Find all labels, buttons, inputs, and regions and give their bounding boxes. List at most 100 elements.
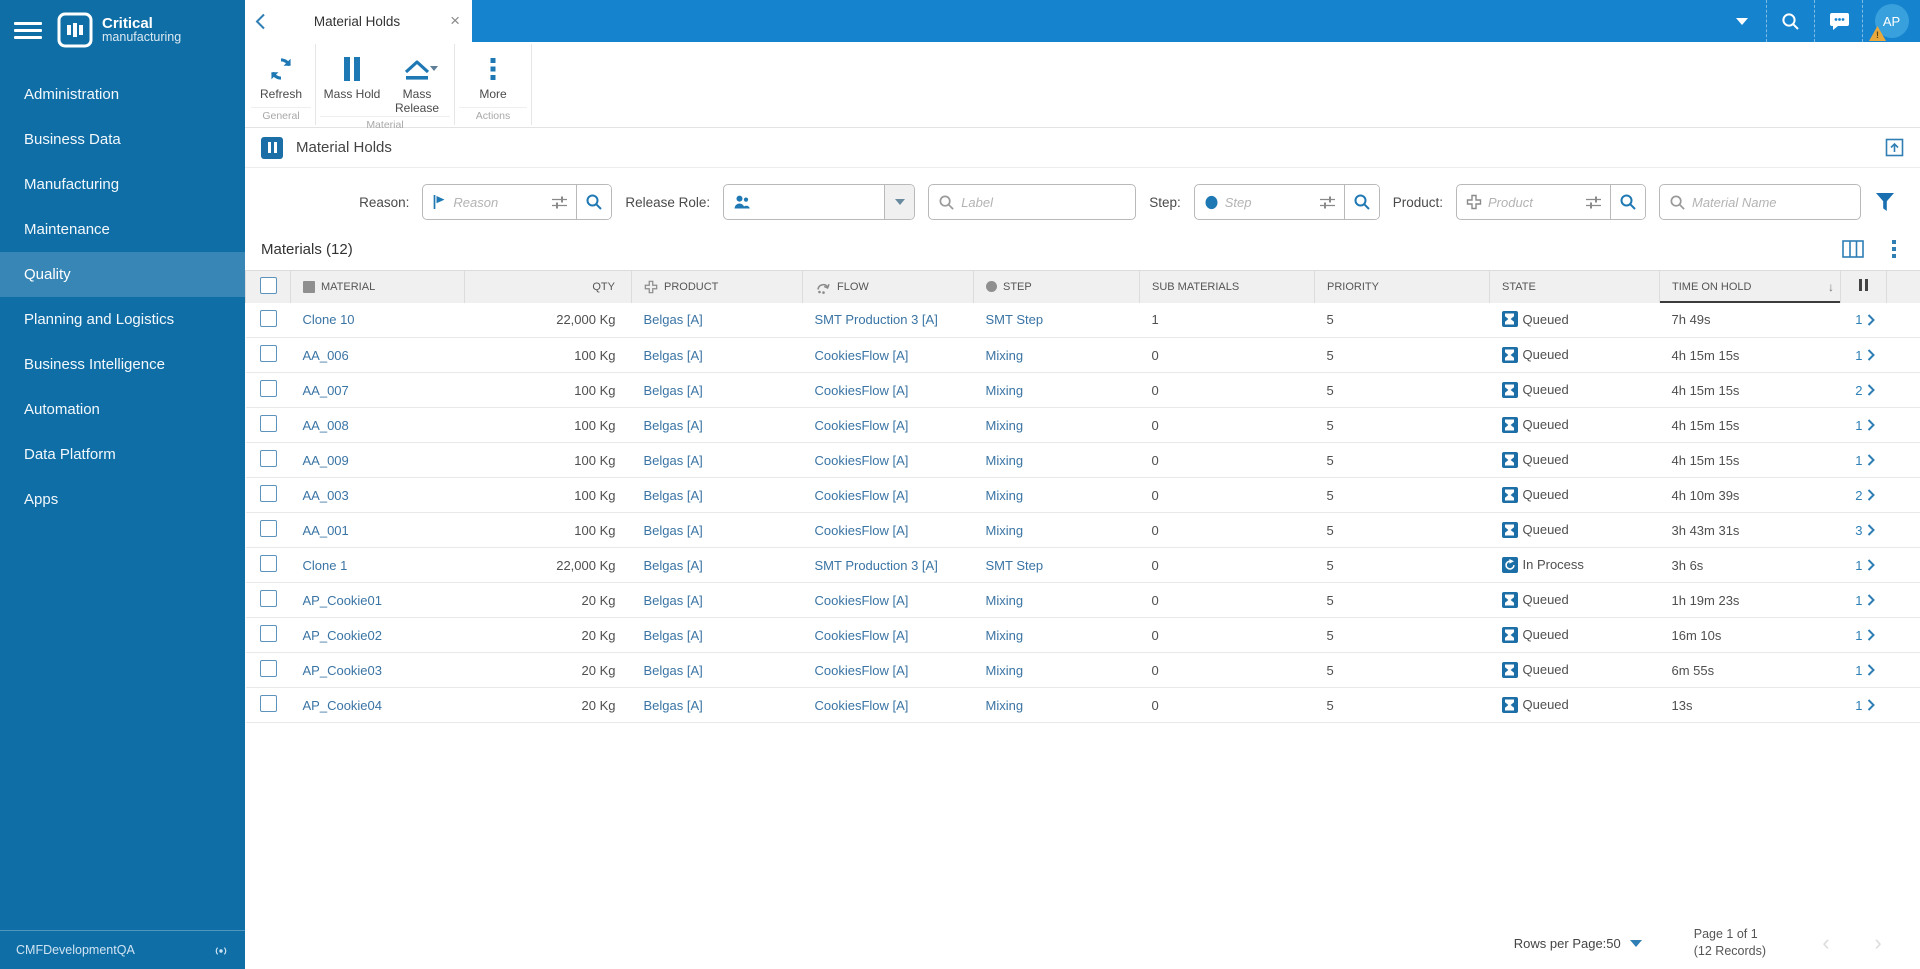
flow-link[interactable]: CookiesFlow [A] bbox=[814, 697, 909, 713]
sidebar-item-business-intelligence[interactable]: Business Intelligence bbox=[24, 356, 165, 373]
step-search-button[interactable] bbox=[1343, 185, 1379, 219]
row-checkbox[interactable] bbox=[259, 450, 277, 467]
release-role-dropdown-button[interactable] bbox=[884, 185, 915, 219]
holds-count-link[interactable]: 1 bbox=[1855, 593, 1875, 608]
sidebar-item-manufacturing[interactable]: Manufacturing bbox=[24, 176, 120, 193]
refresh-button[interactable]: Refresh bbox=[251, 51, 311, 102]
row-checkbox[interactable] bbox=[259, 485, 277, 502]
more-button[interactable]: More bbox=[459, 51, 527, 102]
row-checkbox[interactable] bbox=[259, 309, 277, 327]
material-link[interactable]: AA_008 bbox=[302, 417, 349, 433]
sidebar-item-apps[interactable]: Apps bbox=[24, 491, 59, 508]
row-checkbox[interactable] bbox=[259, 625, 277, 642]
product-link[interactable]: Belgas [A] bbox=[643, 522, 703, 538]
column-header-flow[interactable]: FLOW bbox=[802, 270, 974, 303]
column-header-time-on-hold[interactable]: TIME ON HOLD ↓ bbox=[1659, 270, 1841, 303]
release-role-input[interactable] bbox=[757, 185, 885, 219]
flow-link[interactable]: CookiesFlow [A] bbox=[814, 417, 909, 433]
column-header-holds[interactable] bbox=[1840, 270, 1887, 303]
table-row[interactable]: AP_Cookie02 20 Kg Belgas [A] CookiesFlow… bbox=[245, 617, 1920, 653]
holds-count-link[interactable]: 1 bbox=[1855, 698, 1875, 713]
step-link[interactable]: SMT Step bbox=[985, 557, 1044, 573]
advanced-filter-icon[interactable] bbox=[1577, 185, 1610, 219]
material-link[interactable]: AA_001 bbox=[302, 522, 349, 538]
step-link[interactable]: Mixing bbox=[985, 697, 1024, 713]
holds-count-link[interactable]: 1 bbox=[1855, 663, 1875, 678]
advanced-filter-icon[interactable] bbox=[543, 185, 576, 219]
mass-hold-button[interactable]: Mass Hold bbox=[320, 51, 384, 102]
global-search-button[interactable] bbox=[1766, 0, 1814, 42]
table-row[interactable]: Clone 10 22,000 Kg Belgas [A] SMT Produc… bbox=[245, 302, 1920, 338]
step-link[interactable]: Mixing bbox=[985, 627, 1024, 643]
filter-funnel-icon[interactable] bbox=[1874, 192, 1896, 212]
holds-count-link[interactable]: 1 bbox=[1855, 312, 1875, 327]
column-settings-icon[interactable] bbox=[1842, 240, 1864, 258]
flow-link[interactable]: CookiesFlow [A] bbox=[814, 592, 909, 608]
row-checkbox[interactable] bbox=[259, 380, 277, 397]
material-link[interactable]: Clone 1 bbox=[302, 557, 348, 573]
previous-page-button[interactable]: ‹ bbox=[1822, 930, 1830, 955]
holds-count-link[interactable]: 2 bbox=[1855, 488, 1875, 503]
holds-count-link[interactable]: 1 bbox=[1855, 558, 1875, 573]
holds-count-link[interactable]: 2 bbox=[1855, 383, 1875, 398]
sidebar-item-data-platform[interactable]: Data Platform bbox=[24, 446, 116, 463]
mass-release-button[interactable]: Mass Release bbox=[384, 51, 450, 116]
material-link[interactable]: AP_Cookie04 bbox=[302, 697, 383, 713]
table-row[interactable]: AA_008 100 Kg Belgas [A] CookiesFlow [A]… bbox=[245, 407, 1920, 443]
tab-material-holds[interactable]: Material Holds × bbox=[245, 0, 472, 42]
row-checkbox[interactable] bbox=[259, 590, 277, 607]
table-row[interactable]: AA_007 100 Kg Belgas [A] CookiesFlow [A]… bbox=[245, 372, 1920, 408]
column-header-qty[interactable]: QTY bbox=[464, 270, 632, 303]
material-link[interactable]: AP_Cookie02 bbox=[302, 627, 383, 643]
rows-per-page-selector[interactable]: Rows per Page:50 bbox=[1514, 936, 1642, 951]
sidebar-item-automation[interactable]: Automation bbox=[24, 401, 100, 418]
flow-link[interactable]: CookiesFlow [A] bbox=[814, 452, 909, 468]
step-link[interactable]: Mixing bbox=[985, 452, 1024, 468]
advanced-filter-icon[interactable] bbox=[1311, 185, 1344, 219]
holds-count-link[interactable]: 1 bbox=[1855, 418, 1875, 433]
table-row[interactable]: AA_006 100 Kg Belgas [A] CookiesFlow [A]… bbox=[245, 337, 1920, 373]
material-link[interactable]: AP_Cookie03 bbox=[302, 662, 383, 678]
step-link[interactable]: SMT Step bbox=[985, 312, 1044, 328]
row-checkbox[interactable] bbox=[259, 660, 277, 677]
reason-search-button[interactable] bbox=[576, 185, 612, 219]
sidebar-item-planning-and-logistics[interactable]: Planning and Logistics bbox=[24, 311, 175, 328]
back-chevron-icon[interactable] bbox=[255, 13, 266, 30]
product-input[interactable] bbox=[1488, 185, 1577, 219]
product-link[interactable]: Belgas [A] bbox=[643, 592, 703, 608]
step-input[interactable] bbox=[1224, 185, 1311, 219]
sidebar-item-administration[interactable]: Administration bbox=[24, 86, 120, 103]
sidebar-item-business-data[interactable]: Business Data bbox=[24, 131, 121, 148]
step-link[interactable]: Mixing bbox=[985, 662, 1024, 678]
messages-button[interactable] bbox=[1814, 0, 1862, 42]
material-link[interactable]: AA_007 bbox=[302, 382, 349, 398]
holds-count-link[interactable]: 1 bbox=[1855, 628, 1875, 643]
flow-link[interactable]: CookiesFlow [A] bbox=[814, 382, 909, 398]
close-icon[interactable]: × bbox=[450, 11, 460, 30]
label-input[interactable] bbox=[961, 185, 1136, 219]
step-link[interactable]: Mixing bbox=[985, 382, 1024, 398]
material-link[interactable]: AA_009 bbox=[302, 452, 349, 468]
product-link[interactable]: Belgas [A] bbox=[643, 382, 703, 398]
row-checkbox[interactable] bbox=[259, 695, 277, 712]
sidebar-item-maintenance[interactable]: Maintenance bbox=[24, 221, 110, 238]
column-header-priority[interactable]: PRIORITY bbox=[1314, 270, 1490, 303]
product-link[interactable]: Belgas [A] bbox=[643, 487, 703, 503]
column-header-state[interactable]: STATE bbox=[1489, 270, 1660, 303]
product-link[interactable]: Belgas [A] bbox=[643, 557, 703, 573]
product-link[interactable]: Belgas [A] bbox=[643, 662, 703, 678]
select-all-checkbox[interactable] bbox=[260, 276, 277, 294]
table-row[interactable]: AP_Cookie01 20 Kg Belgas [A] CookiesFlow… bbox=[245, 582, 1920, 618]
flow-link[interactable]: SMT Production 3 [A] bbox=[814, 557, 938, 573]
product-link[interactable]: Belgas [A] bbox=[643, 312, 703, 328]
flow-link[interactable]: CookiesFlow [A] bbox=[814, 662, 909, 678]
next-page-button[interactable]: › bbox=[1874, 930, 1882, 955]
step-link[interactable]: Mixing bbox=[985, 347, 1024, 363]
product-link[interactable]: Belgas [A] bbox=[643, 627, 703, 643]
holds-count-link[interactable]: 1 bbox=[1855, 453, 1875, 468]
table-row[interactable]: AP_Cookie03 20 Kg Belgas [A] CookiesFlow… bbox=[245, 652, 1920, 688]
table-row[interactable]: AA_003 100 Kg Belgas [A] CookiesFlow [A]… bbox=[245, 477, 1920, 513]
popout-icon[interactable] bbox=[1885, 138, 1904, 157]
step-link[interactable]: Mixing bbox=[985, 417, 1024, 433]
product-link[interactable]: Belgas [A] bbox=[643, 347, 703, 363]
